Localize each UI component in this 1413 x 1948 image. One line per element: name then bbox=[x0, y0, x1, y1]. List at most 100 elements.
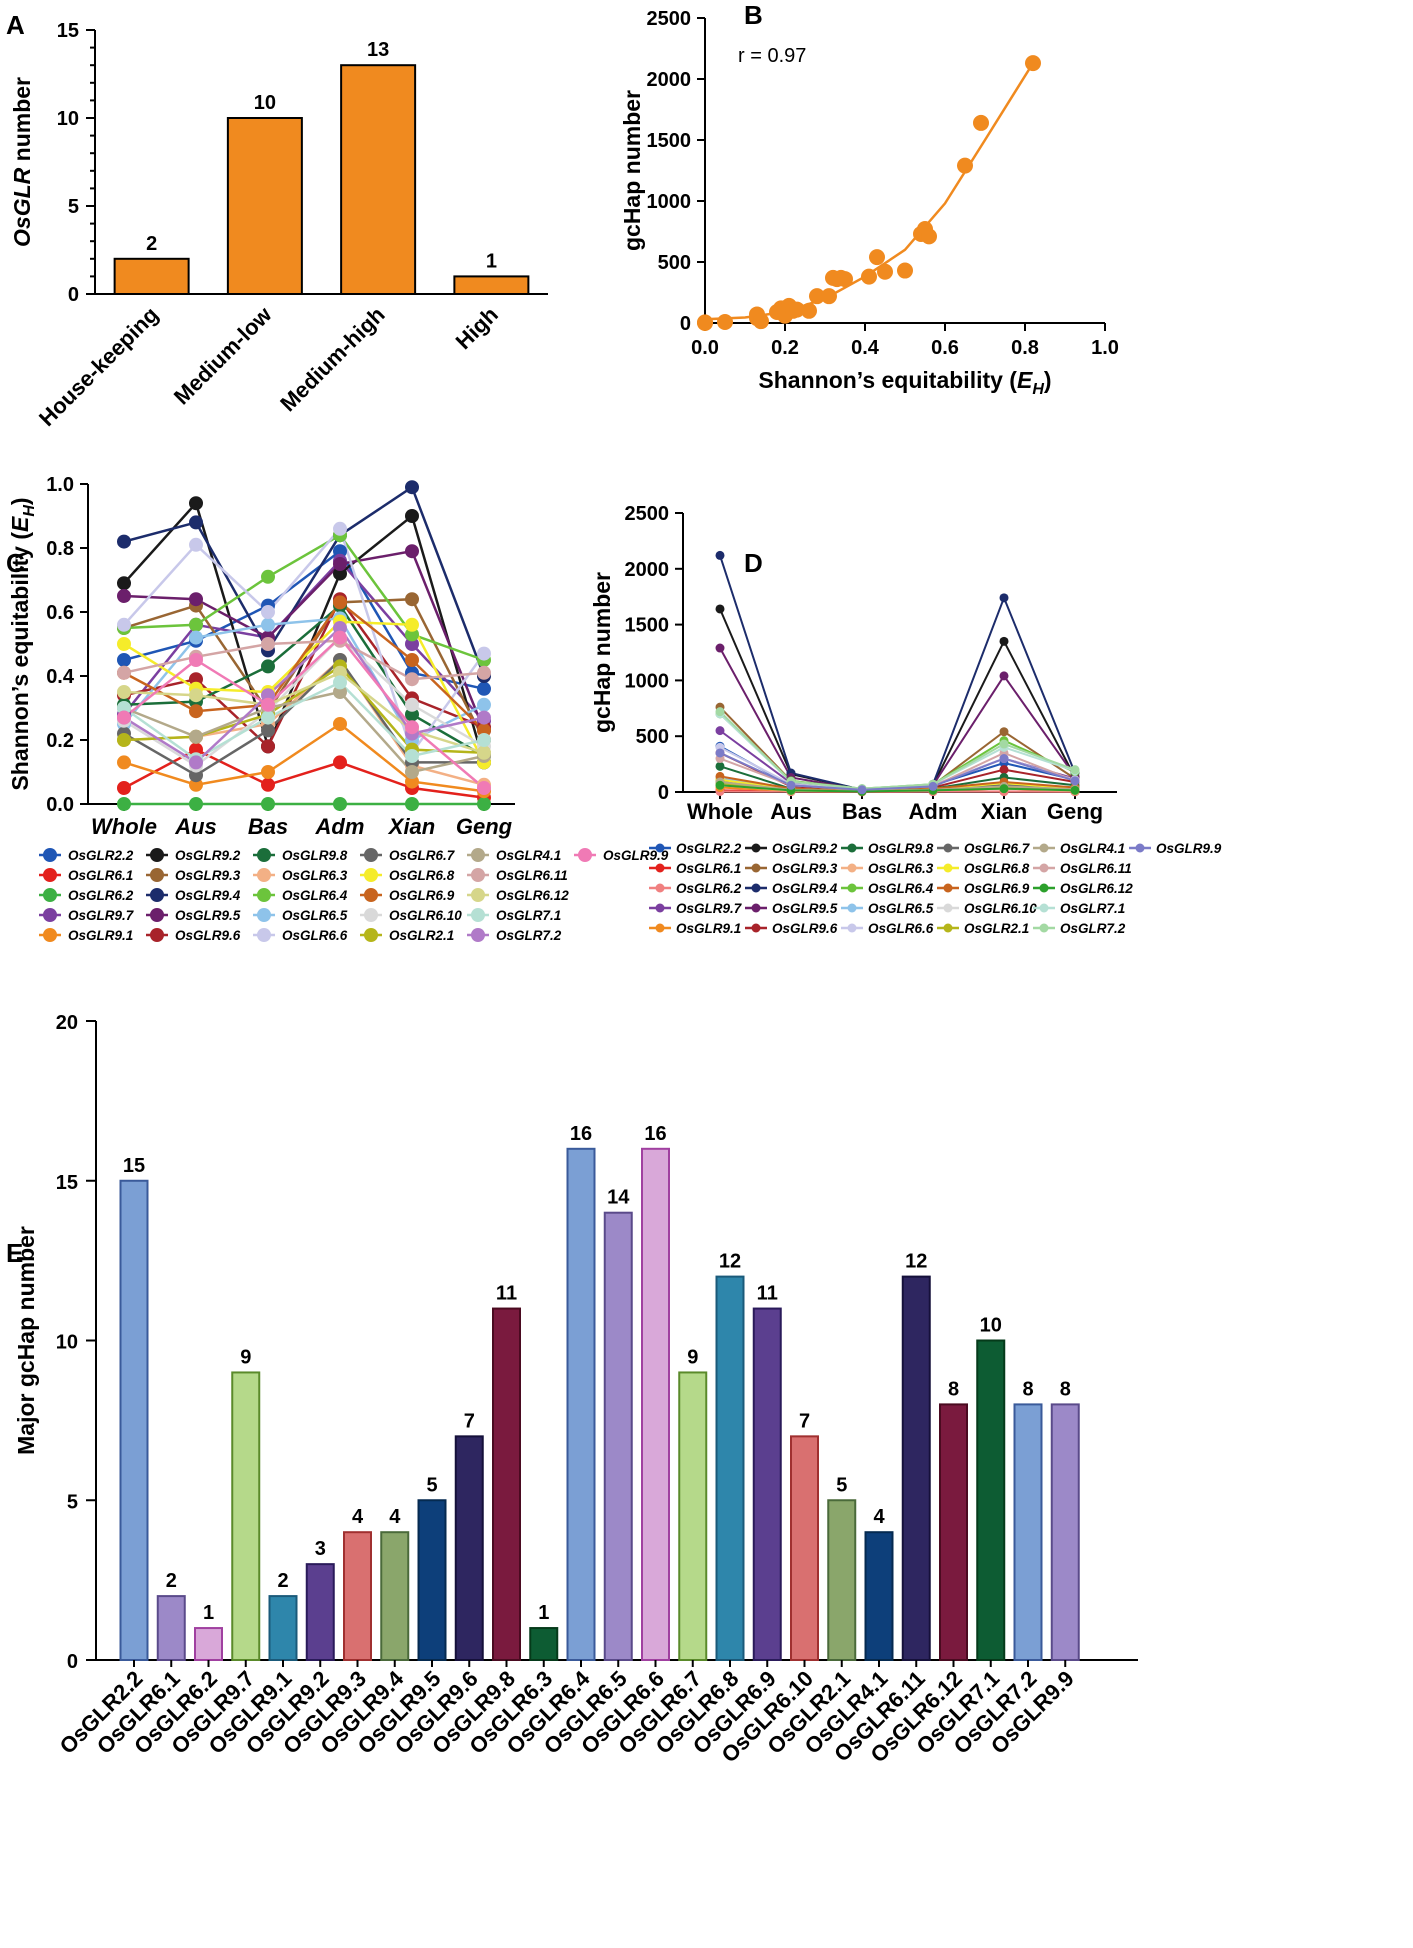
c-point bbox=[477, 646, 491, 661]
d-y-axis-title: gcHap number bbox=[589, 572, 615, 733]
e-bar bbox=[343, 1531, 372, 1661]
d-category-label: Adm bbox=[909, 799, 958, 824]
d-legend-label: OsGLR7.1 bbox=[1060, 901, 1125, 916]
b-x-tick-label: 0.8 bbox=[1011, 337, 1039, 359]
c-point bbox=[117, 710, 131, 725]
c-series-line bbox=[123, 603, 485, 758]
c-legend-label: OsGLR9.9 bbox=[603, 848, 669, 863]
e-bar bbox=[231, 1371, 261, 1661]
b-point bbox=[869, 249, 885, 266]
b-point bbox=[801, 302, 817, 319]
e-bar bbox=[305, 1563, 335, 1662]
c-point bbox=[405, 749, 419, 763]
c-legend-marker bbox=[471, 928, 485, 942]
b-y-tick-label: 1000 bbox=[647, 191, 692, 213]
b-y-tick-label: 0 bbox=[680, 313, 691, 335]
e-bar bbox=[529, 1627, 559, 1662]
c-legend-label: OsGLR6.8 bbox=[389, 868, 455, 883]
c-series-line bbox=[123, 600, 485, 732]
panel-a: 0 5 10 15 OsGLR number 2 House-keeping 10 Medium… bbox=[9, 20, 548, 431]
d-legend-marker bbox=[1039, 923, 1049, 933]
c-legend-marker bbox=[43, 848, 57, 862]
panel-d: 0 500 1000 1500 2000 2500 Whole Aus Bas Adm Xian Ge… bbox=[589, 503, 1222, 936]
c-point bbox=[333, 566, 347, 581]
d-legend-marker bbox=[655, 843, 665, 853]
b-point bbox=[821, 288, 837, 305]
e-data-label: 8 bbox=[1022, 1378, 1033, 1400]
b-point bbox=[837, 271, 853, 288]
c-legend-label: OsGLR9.5 bbox=[175, 908, 241, 923]
e-y-tick-label: 15 bbox=[56, 1172, 78, 1194]
e-bar bbox=[641, 1147, 670, 1662]
e-y-tick-label: 20 bbox=[56, 1012, 78, 1034]
c-point bbox=[261, 739, 275, 754]
b-x-title-sub: H bbox=[1032, 381, 1044, 398]
c-point bbox=[117, 755, 131, 770]
d-point bbox=[999, 784, 1009, 794]
c-legend-label: OsGLR9.6 bbox=[175, 928, 241, 943]
d-legend-marker bbox=[847, 863, 857, 873]
d-point bbox=[999, 739, 1009, 749]
a-data-label: 13 bbox=[367, 39, 389, 61]
d-legend-label: OsGLR6.3 bbox=[868, 861, 934, 876]
a-category-label: House-keeping bbox=[34, 302, 163, 431]
c-point bbox=[405, 544, 419, 559]
c-category-label: Adm bbox=[315, 814, 365, 839]
d-legend-marker bbox=[943, 923, 953, 933]
d-point bbox=[857, 785, 867, 795]
e-bar bbox=[1050, 1403, 1080, 1662]
c-y-tick-label: 0.4 bbox=[46, 666, 75, 688]
d-legend-label: OsGLR9.8 bbox=[868, 841, 934, 856]
e-bar bbox=[454, 1435, 484, 1661]
c-y-tick-label: 0.0 bbox=[46, 794, 74, 816]
d-legend-label: OsGLR9.4 bbox=[772, 881, 838, 896]
a-bar bbox=[453, 275, 530, 295]
c-point bbox=[189, 777, 203, 792]
a-category-label: Medium-low bbox=[169, 301, 277, 409]
c-series-line bbox=[123, 635, 485, 768]
e-bar bbox=[566, 1147, 596, 1662]
d-legend-marker bbox=[1135, 843, 1145, 853]
e-data-label: 4 bbox=[352, 1506, 364, 1528]
c-point bbox=[333, 685, 347, 699]
c-point bbox=[117, 665, 131, 680]
c-legend-marker bbox=[150, 888, 164, 902]
c-series-line bbox=[123, 626, 485, 764]
a-bar bbox=[113, 257, 190, 295]
d-legend-marker bbox=[847, 843, 857, 853]
e-data-label: 9 bbox=[687, 1346, 698, 1368]
c-y-tick-label: 1.0 bbox=[46, 474, 74, 496]
d-point bbox=[715, 550, 725, 560]
c-point bbox=[405, 765, 419, 779]
d-series-line bbox=[719, 784, 1076, 793]
c-legend-marker bbox=[471, 908, 485, 922]
c-legend-label: OsGLR9.4 bbox=[175, 888, 241, 903]
panel-label-C: C bbox=[6, 548, 25, 578]
e-bar bbox=[976, 1339, 1006, 1661]
d-legend-label: OsGLR9.9 bbox=[1156, 841, 1222, 856]
e-y-tick-label: 5 bbox=[67, 1491, 78, 1513]
c-point bbox=[189, 653, 203, 667]
d-legend-marker bbox=[1039, 883, 1049, 893]
c-legend-label: OsGLR6.6 bbox=[282, 928, 348, 943]
e-data-label: 3 bbox=[315, 1538, 326, 1560]
c-point bbox=[405, 707, 419, 722]
d-point bbox=[715, 643, 725, 653]
e-data-label: 2 bbox=[166, 1570, 177, 1592]
e-bar bbox=[678, 1371, 708, 1661]
c-y-title-sub: H bbox=[21, 505, 38, 517]
c-point bbox=[333, 675, 347, 690]
d-legend-marker bbox=[943, 843, 953, 853]
a-data-label: 2 bbox=[146, 233, 157, 255]
e-data-label: 4 bbox=[389, 1506, 401, 1528]
d-legend-label: OsGLR6.11 bbox=[1060, 861, 1132, 876]
e-data-label: 14 bbox=[607, 1187, 630, 1209]
c-legend-marker bbox=[257, 908, 271, 922]
c-y-tick-label: 0.6 bbox=[46, 602, 74, 624]
e-data-label: 12 bbox=[719, 1251, 741, 1273]
d-legend-label: OsGLR9.5 bbox=[772, 901, 838, 916]
c-legend-label: OsGLR6.4 bbox=[282, 888, 348, 903]
c-series-line bbox=[123, 639, 485, 681]
b-point bbox=[861, 268, 877, 285]
